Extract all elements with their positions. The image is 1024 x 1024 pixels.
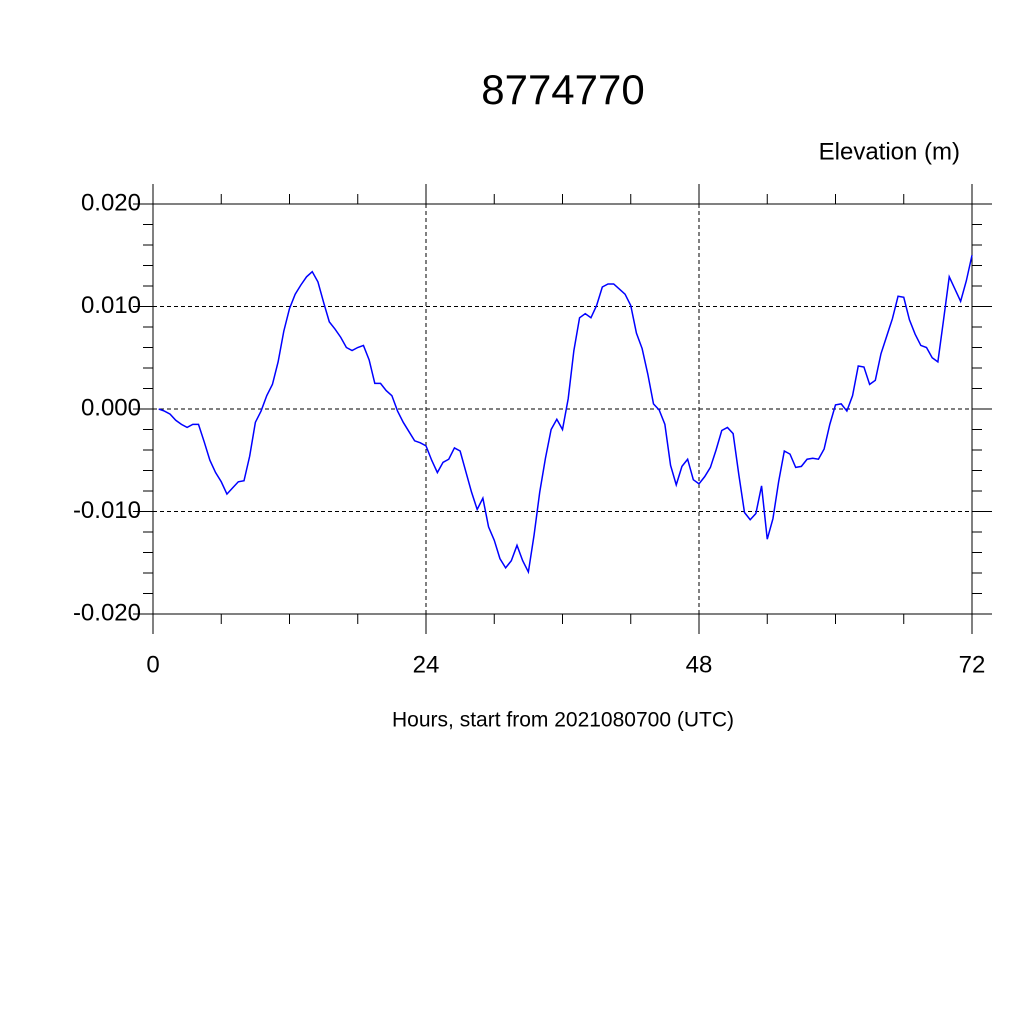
x-tick-label: 24 xyxy=(413,651,440,678)
chart-title: 8774770 xyxy=(481,66,645,113)
y-tick-label: 0.010 xyxy=(81,292,141,319)
x-tick-label: 0 xyxy=(146,651,159,678)
plot-frame xyxy=(152,203,973,615)
x-tick-label: 48 xyxy=(686,651,713,678)
y-tick-label: 0.000 xyxy=(81,394,141,421)
y-tick-label: -0.010 xyxy=(73,497,141,524)
y-tick-label: -0.020 xyxy=(73,599,141,626)
y-tick-label: 0.020 xyxy=(81,189,141,216)
x-tick-label: 72 xyxy=(959,651,986,678)
y-axis-label: Elevation (m) xyxy=(819,138,960,165)
x-axis-label: Hours, start from 2021080700 (UTC) xyxy=(392,709,734,732)
data-line xyxy=(158,255,973,575)
